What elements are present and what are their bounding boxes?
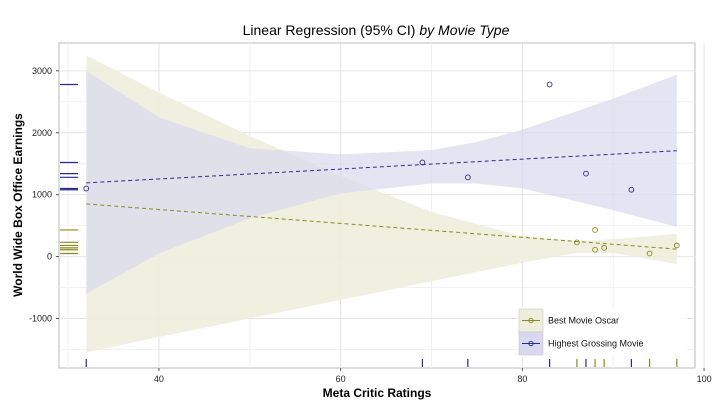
data-point <box>574 239 580 246</box>
y-axis-title: World Wide Box Office Earnings <box>11 113 25 297</box>
legend: Best Movie Oscar Highest Grossing Movie <box>517 307 687 357</box>
legend-box <box>517 307 687 357</box>
legend-point <box>528 340 534 347</box>
y-tick-label: 1000 <box>32 190 52 200</box>
y-tick-label: 0 <box>47 252 52 262</box>
legend-label: Highest Grossing Movie <box>548 339 644 349</box>
x-axis-title: Meta Critic Ratings <box>323 386 432 400</box>
regression-lines <box>86 150 677 250</box>
legend-point <box>528 317 534 324</box>
chart-title-facet: by Movie Type <box>419 22 509 38</box>
data-point <box>83 185 90 192</box>
data-points <box>83 81 680 257</box>
confidence-band <box>86 70 677 294</box>
rug-marks <box>60 83 678 367</box>
confidence-bands <box>86 55 677 353</box>
chart-title: Linear Regression (95% CI) by Movie Type <box>243 22 510 38</box>
data-point <box>583 170 589 177</box>
regression-line <box>86 203 677 250</box>
y-tick-label: -1000 <box>29 313 52 323</box>
axis-ticks: 40 60 80 100 -1000 0 1000 2000 3000 <box>29 66 712 384</box>
legend-label: Best Movie Oscar <box>548 316 619 326</box>
data-point <box>673 242 680 249</box>
data-point <box>546 81 553 88</box>
data-point <box>465 174 471 181</box>
data-point <box>646 250 653 257</box>
x-tick-label: 40 <box>154 374 164 384</box>
data-point <box>628 186 635 193</box>
confidence-band <box>86 55 677 353</box>
data-point <box>601 245 607 251</box>
data-point <box>592 246 598 253</box>
regression-line <box>86 150 677 184</box>
chart-title-main: Linear Regression (95% CI) <box>243 22 416 38</box>
x-tick-label: 60 <box>336 374 346 384</box>
data-point <box>419 159 426 166</box>
x-tick-label: 80 <box>517 374 527 384</box>
x-tick-label: 100 <box>697 374 712 384</box>
y-tick-label: 2000 <box>32 128 52 138</box>
data-point <box>592 227 598 233</box>
y-tick-label: 3000 <box>32 66 52 76</box>
